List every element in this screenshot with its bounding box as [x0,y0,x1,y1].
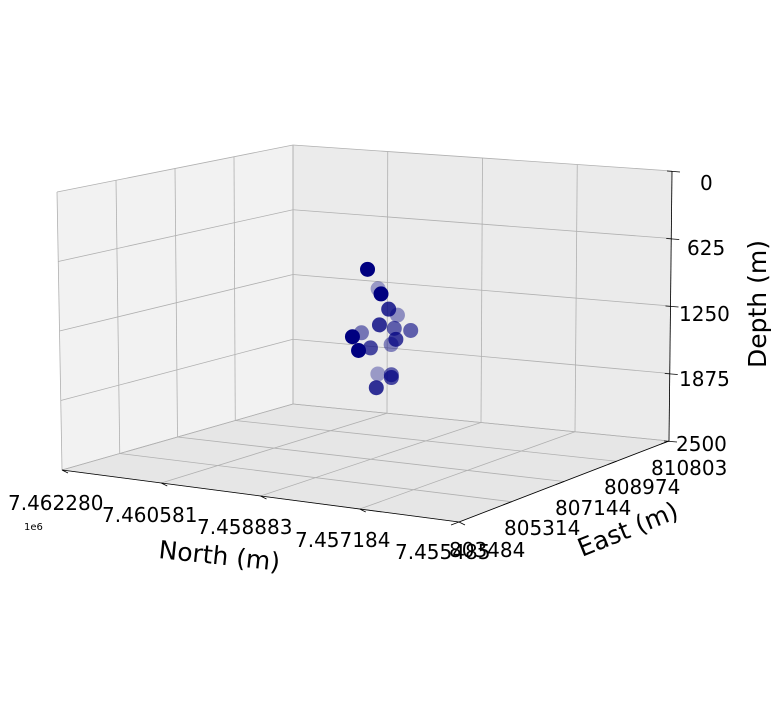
depth-tick-mark [666,170,681,173]
north-tick-label: 7.460581 [102,503,197,527]
north-tick-mark [359,508,366,513]
depth-tick-label: 1875 [679,367,730,391]
left-wall-grid-depth [59,274,294,332]
tick-marks [61,170,681,526]
north-tick-mark [161,482,168,487]
depth-axis-title: Depth (m) [743,240,772,368]
east-tick-label: 807144 [555,496,631,520]
depth-tick-label: 625 [687,236,725,260]
depth-tick-label: 1250 [679,302,730,326]
north-tick-label: 7.455485 [395,540,490,564]
data-point [383,370,399,386]
back-wall-grid-depth [292,209,672,239]
data-point [386,320,402,336]
floor-grid-line-east [235,420,617,462]
data-point [371,317,387,333]
data-point [388,331,404,347]
data-point [381,301,397,317]
depth-tick-label: 0 [700,171,713,195]
data-point [344,329,360,345]
north-offset-text: 1e6 [24,522,43,533]
north-tick-label: 7.458883 [197,515,292,539]
back-wall-grid-depth [292,274,671,307]
data-point [373,286,389,302]
east-tick-label: 808974 [604,475,680,499]
back-wall-grid-depth [292,144,673,172]
data-point [351,343,367,359]
data-point [383,337,399,353]
left-wall-grid-depth [56,144,294,193]
east-tick-label: 805314 [504,516,580,540]
north-tick-label: 7.457184 [295,528,390,552]
floor-grid-line-east [177,436,565,482]
left-wall-grid-depth [60,338,294,401]
floor-pane [62,404,669,522]
east-tick-mark [503,501,512,506]
data-point [389,307,405,323]
east-tick-label: 803484 [449,538,525,562]
left-wall-grid-depth [58,209,294,262]
data-point [370,366,386,382]
depth-tick-mark [666,238,680,240]
north-axis-title: North (m) [157,535,281,577]
depth-axis-ticks: 0 625 1250 1875 2500 Depth (m) [676,171,772,456]
data-point [368,380,384,396]
depth-tick-mark [665,305,679,308]
left-wall-grid-depth [61,403,294,471]
data-point [360,261,376,277]
back-wall-grid-depth [292,403,670,442]
scatter-points [344,261,419,396]
east-tick-mark [450,521,460,526]
floor-grid-line-east [119,453,512,503]
north-tick-mark [61,469,69,474]
north-tick-label: 7.462280 [8,491,103,515]
east-tick-mark [608,460,617,465]
east-tick-label: 810803 [651,456,727,480]
east-tick-mark [555,481,565,485]
north-tick-mark [458,521,466,526]
depth-tick-mark [663,440,678,443]
data-point [403,322,419,338]
data-point [362,340,378,356]
north-tick-mark [260,495,267,500]
depth-tick-label: 2500 [676,432,727,456]
depth-tick-mark [664,373,678,375]
